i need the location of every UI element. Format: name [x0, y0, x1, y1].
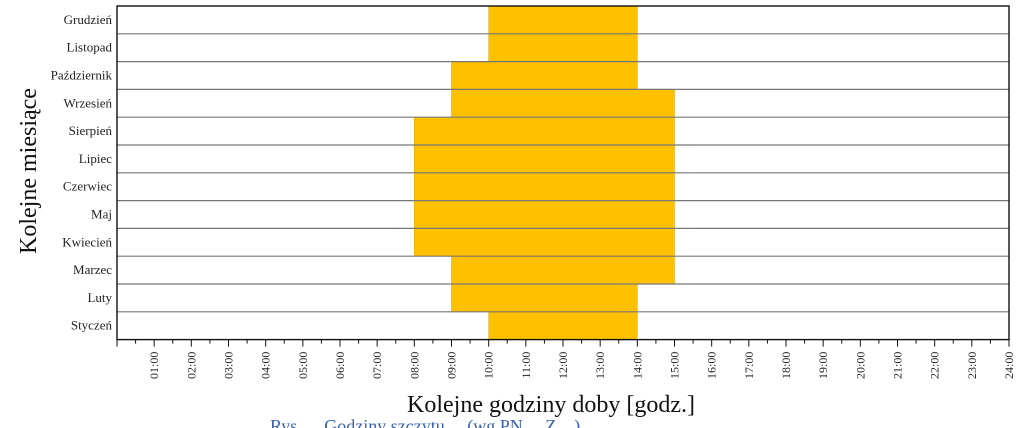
tick-label-0100: 01:00: [147, 352, 161, 379]
bar-lipiec: [414, 144, 675, 174]
month-label-marzec: Marzec: [73, 262, 112, 277]
bars-layer: [414, 5, 675, 340]
y-axis-title: Kolejne miesiące: [16, 88, 42, 254]
month-label-listopad: Listopad: [67, 40, 113, 55]
month-label-wrzesień: Wrzesień: [63, 95, 112, 110]
tick-label-0900: 09:00: [445, 352, 459, 379]
month-label-sierpień: Sierpień: [69, 123, 113, 138]
tick-label-2400: 24:00: [1002, 352, 1016, 379]
tick-label-1600: 16:00: [705, 352, 719, 379]
bar-maj: [414, 200, 675, 229]
bar-styczeń: [488, 311, 638, 340]
month-label-styczeń: Styczeń: [71, 318, 113, 333]
month-label-lipiec: Lipiec: [79, 151, 112, 166]
bar-listopad: [488, 33, 638, 62]
month-label-czerwiec: Czerwiec: [63, 179, 112, 194]
x-axis-title: Kolejne godziny doby [godz.]: [407, 392, 695, 418]
tick-label-0400: 04:00: [259, 352, 273, 379]
tick-label-1800: 18:00: [779, 352, 793, 379]
bar-czerwiec: [414, 172, 675, 201]
month-labels: Styczeń Luty Marzec Kwiecień Maj Czerwiec Lipi…: [51, 12, 113, 333]
bar-październik: [451, 61, 638, 90]
tick-label-1500: 15:00: [668, 352, 682, 379]
bar-wrzesień: [451, 89, 675, 118]
tick-label-0500: 05:00: [296, 352, 310, 379]
hour-ticks: 01:00 02:00 03:00 04:00 05:00 06:00 07:00 08:00…: [116, 339, 1016, 379]
tick-label-0200: 02:00: [184, 352, 198, 379]
bar-marzec: [451, 255, 675, 285]
month-label-luty: Luty: [87, 290, 112, 305]
month-label-maj: Maj: [91, 207, 112, 222]
tick-label-2100: 21:00: [891, 352, 905, 379]
tick-label-1700: 17:00: [742, 352, 756, 379]
tick-label-0600: 06:00: [333, 352, 347, 379]
bar-grudzień: [488, 5, 638, 35]
tick-label-2300: 23:00: [965, 352, 979, 379]
tick-label-0300: 03:00: [222, 352, 236, 379]
month-label-grudzień: Grudzień: [64, 12, 113, 27]
bar-luty: [451, 283, 638, 313]
tick-label-1100: 11:00: [519, 352, 533, 379]
tick-label-0800: 08:00: [407, 352, 421, 379]
row-lines: [117, 33, 1009, 313]
tick-label-0700: 07:00: [370, 352, 384, 379]
tick-label-1000: 10:00: [482, 352, 496, 379]
tick-label-1400: 14:00: [630, 352, 644, 379]
tick-label-1300: 13:00: [593, 352, 607, 379]
tick-label-1900: 19:00: [816, 352, 830, 379]
month-label-kwiecień: Kwiecień: [62, 234, 112, 249]
bar-kwiecień: [414, 228, 675, 257]
tick-label-2000: 20:00: [853, 352, 867, 379]
tick-label-1200: 12:00: [556, 352, 570, 379]
month-label-październik: Październik: [51, 68, 113, 83]
bar-sierpień: [414, 116, 675, 146]
tick-label-2200: 22:00: [928, 352, 942, 379]
figure-caption: Rys. ... Godziny szczytu ... (wg PN ... …: [270, 416, 581, 428]
